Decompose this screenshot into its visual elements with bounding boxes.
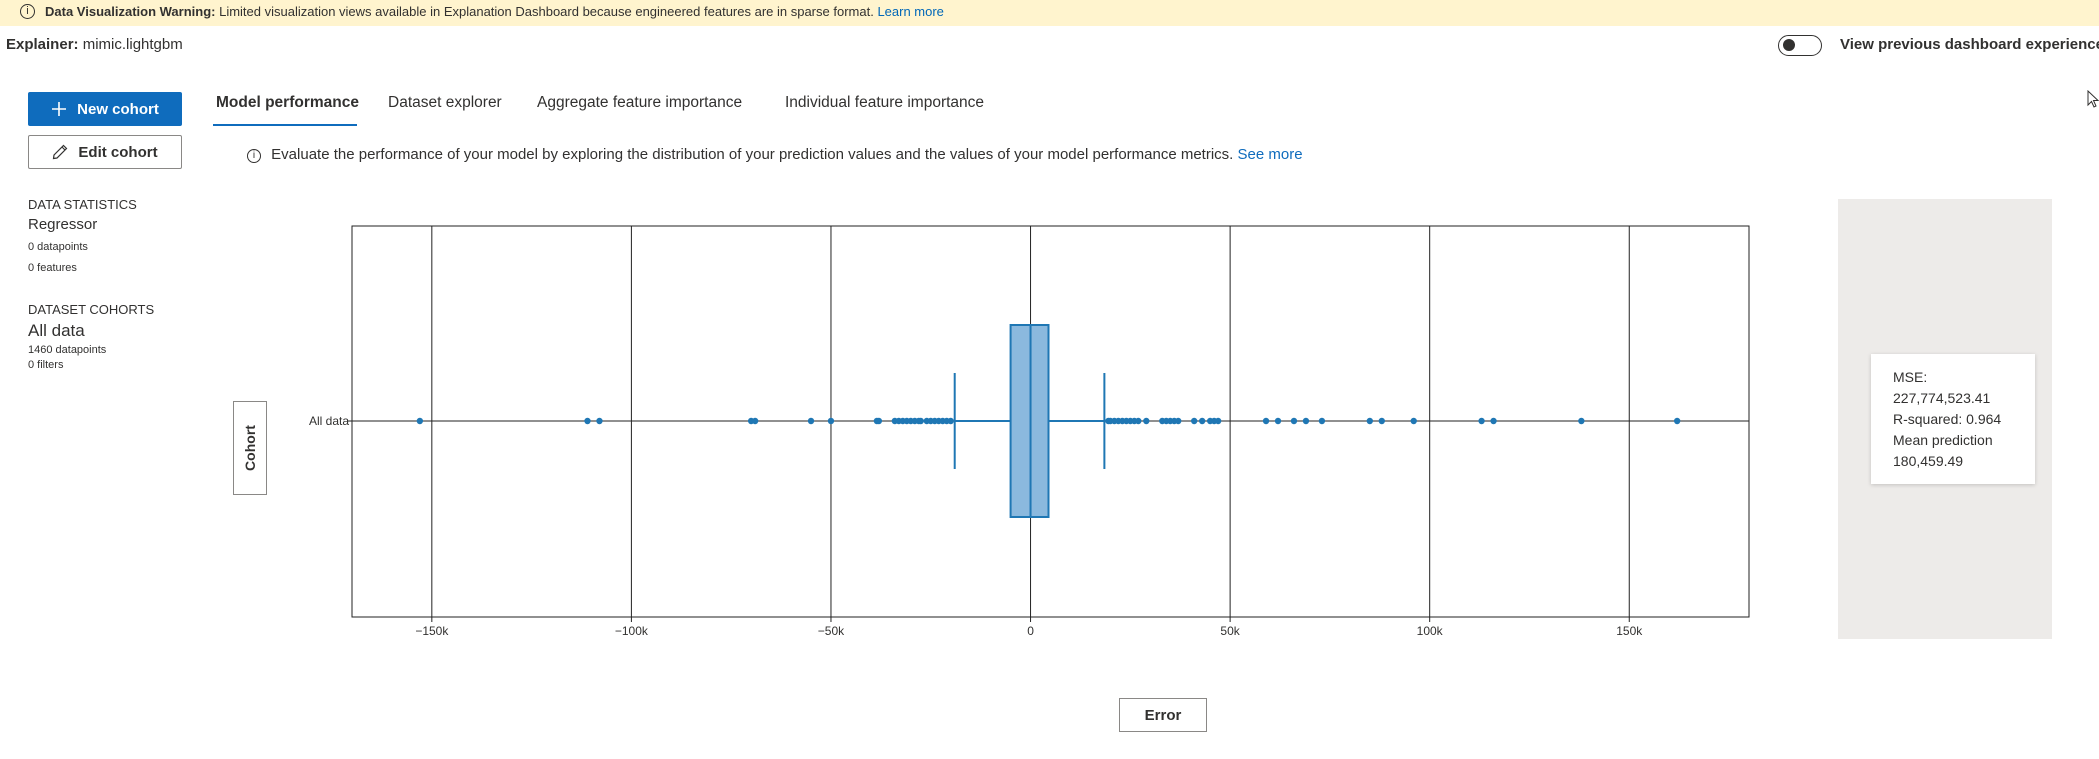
outlier-point	[1578, 417, 1585, 425]
outlier-point	[1302, 417, 1310, 425]
outlier-point	[1214, 417, 1222, 425]
outlier-point	[751, 417, 759, 425]
metrics-card: MSE: 227,774,523.41 R-squared: 0.964 Mea…	[1871, 354, 2035, 484]
outlier-point	[416, 417, 424, 425]
tab-aggregate-feature-importance[interactable]: Aggregate feature importance	[537, 94, 743, 111]
dataset-cohorts-heading: DATASET COHORTS	[28, 302, 155, 317]
error-axis-button[interactable]: Error	[1119, 698, 1207, 732]
plus-icon	[52, 102, 67, 116]
data-statistics-heading: DATA STATISTICS	[28, 197, 137, 212]
outlier-point	[1198, 417, 1206, 425]
outlier-point	[1478, 417, 1485, 425]
outlier-point	[1318, 417, 1326, 425]
stats-datapoints: 0 datapoints	[28, 241, 88, 253]
outlier-point	[1190, 417, 1198, 425]
cohort-filters: 0 filters	[28, 359, 64, 371]
new-cohort-button[interactable]: New cohort	[28, 92, 182, 126]
edit-cohort-label: Edit cohort	[78, 143, 158, 161]
toggle-knob	[1783, 39, 1795, 51]
outlier-point	[947, 417, 954, 425]
tab-dataset-explorer[interactable]: Dataset explorer	[388, 94, 502, 111]
error-axis-label: Error	[1144, 706, 1182, 724]
outlier-point	[1143, 417, 1150, 425]
x-tick-label: 50k	[1220, 624, 1240, 638]
new-cohort-label: New cohort	[77, 100, 159, 118]
active-tab-indicator	[213, 124, 357, 126]
outlier-point	[1410, 417, 1417, 425]
info-icon: i	[20, 4, 35, 19]
x-tick-label: 150k	[1616, 624, 1643, 638]
r-squared: R-squared: 0.964	[1893, 411, 2002, 427]
outlier-point	[1366, 417, 1374, 425]
outlier-point	[1274, 417, 1282, 425]
info-icon: i	[247, 149, 261, 163]
mse-label: MSE:	[1893, 369, 1928, 385]
outlier-point	[1490, 417, 1497, 425]
tab-model-performance[interactable]: Model performance	[216, 94, 359, 111]
outlier-point	[1290, 417, 1298, 425]
outlier-point	[917, 417, 924, 425]
outlier-point	[1262, 417, 1270, 425]
learn-more-link[interactable]: Learn more	[877, 4, 944, 19]
outlier-point	[875, 417, 883, 425]
cohort-name: All data	[28, 321, 85, 340]
outlier-point	[1135, 417, 1142, 425]
outlier-point	[1673, 417, 1681, 425]
outlier-point	[584, 417, 591, 425]
edit-cohort-button[interactable]: Edit cohort	[28, 135, 182, 169]
x-tick-label: −50k	[818, 624, 845, 638]
previous-experience-toggle[interactable]	[1778, 35, 1822, 56]
y-tick-label: All data	[309, 414, 349, 428]
model-type: Regressor	[28, 216, 98, 233]
explainer-label: Explainer:	[6, 36, 79, 53]
x-tick-label: 100k	[1417, 624, 1444, 638]
tab-individual-feature-importance[interactable]: Individual feature importance	[785, 94, 985, 111]
warning-banner: i Data Visualization Warning: Limited vi…	[0, 0, 2099, 26]
explainer-value: mimic.lightgbm	[82, 36, 183, 53]
see-more-link[interactable]: See more	[1237, 146, 1303, 163]
mse-value: 227,774,523.41	[1893, 390, 1991, 406]
description-text: Evaluate the performance of your model b…	[271, 146, 1234, 163]
mouse-cursor-icon	[2087, 90, 2099, 108]
pencil-icon	[53, 144, 68, 160]
x-tick-label: 0	[1027, 624, 1034, 638]
cohort-axis-button[interactable]: Cohort	[233, 401, 267, 495]
explainer-info: Explainer: mimic.lightgbm	[6, 36, 183, 53]
warning-text: Data Visualization Warning: Limited visu…	[45, 4, 944, 19]
description-line: i Evaluate the performance of your model…	[247, 146, 1303, 163]
cohort-datapoints: 1460 datapoints	[28, 344, 107, 356]
outlier-point	[827, 417, 835, 425]
outlier-point	[1378, 417, 1385, 425]
mean-prediction-value: 180,459.49	[1893, 453, 1964, 469]
warning-message: Limited visualization views available in…	[219, 4, 874, 19]
warning-title: Data Visualization Warning:	[45, 4, 216, 19]
mean-prediction-label: Mean prediction	[1893, 432, 1993, 448]
outlier-point	[807, 417, 815, 425]
stats-features: 0 features	[28, 262, 77, 274]
toggle-label: View previous dashboard experience	[1840, 36, 2099, 53]
x-tick-label: −150k	[415, 624, 449, 638]
outlier-point	[596, 417, 603, 425]
x-tick-label: −100k	[615, 624, 649, 638]
outlier-point	[1175, 417, 1182, 425]
